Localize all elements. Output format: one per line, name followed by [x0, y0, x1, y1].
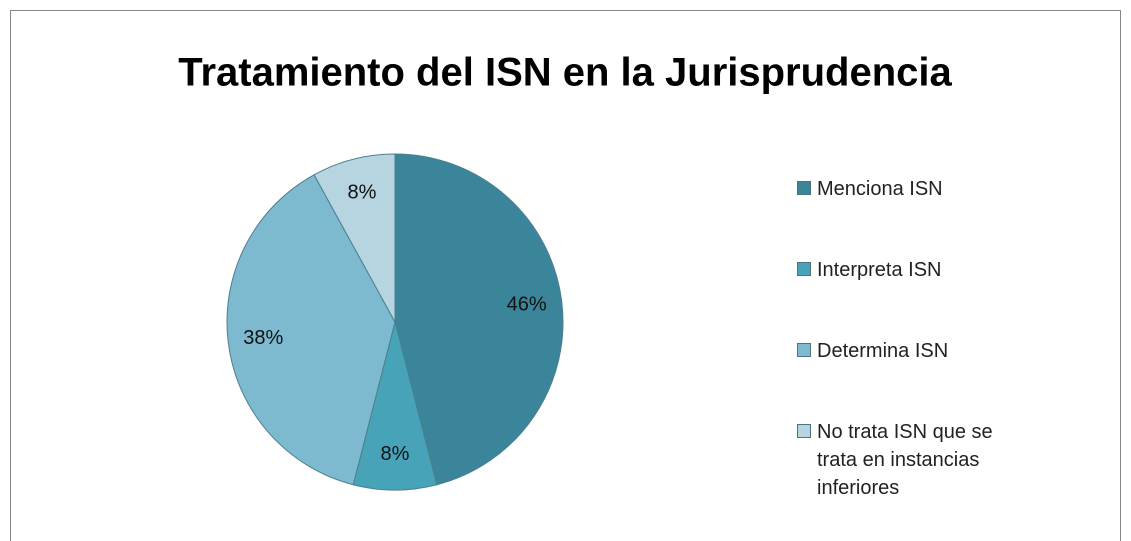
chart-title: Tratamiento del ISN en la Jurisprudencia	[178, 51, 952, 95]
data-label: 8%	[381, 443, 410, 465]
legend-swatch	[797, 262, 811, 276]
legend-swatch	[797, 181, 811, 195]
legend-swatch	[797, 424, 811, 438]
pie-slice	[226, 174, 396, 486]
legend-item: Menciona ISN	[797, 175, 1037, 256]
legend-item: Determina ISN	[797, 337, 1037, 418]
data-label: 8%	[348, 182, 377, 204]
legend-label: Menciona ISN	[817, 178, 943, 200]
legend-label: Determina ISN	[817, 340, 949, 362]
legend-swatch	[797, 343, 811, 357]
legend-label: Interpreta ISN	[817, 259, 942, 281]
pie-slice	[313, 153, 396, 323]
data-label: 38%	[243, 327, 283, 349]
legend-label: No trata ISN que se trata en instancias …	[817, 421, 993, 499]
pie-slice	[394, 153, 564, 486]
data-label: 46%	[507, 294, 547, 316]
legend-item: Interpreta ISN	[797, 256, 1037, 337]
chart-frame	[10, 10, 1121, 541]
legend-item: No trata ISN que se trata en instancias …	[797, 418, 1037, 499]
legend: Menciona ISN Interpreta ISN Determina ISN N…	[797, 175, 1037, 499]
